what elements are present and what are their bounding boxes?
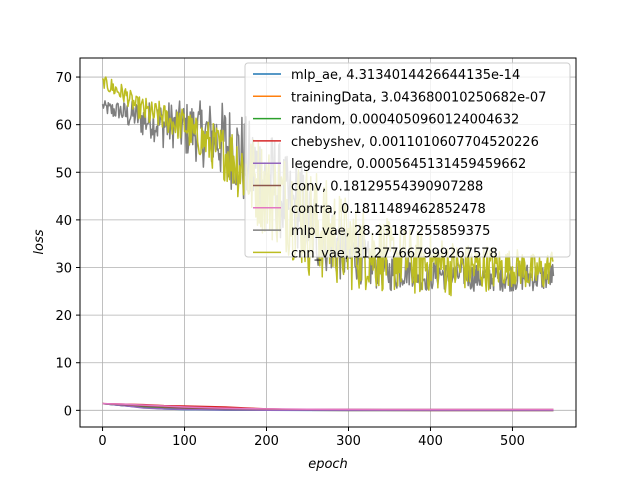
x-tick-label: 100: [172, 434, 197, 449]
y-tick-label: 20: [55, 309, 72, 324]
legend-label-cnn-vae: cnn_vae, 31.277667999267578: [291, 246, 498, 261]
y-axis-label: loss: [32, 229, 47, 254]
y-tick-label: 10: [55, 357, 72, 372]
y-tick-label: 0: [64, 404, 72, 419]
axis-ticks: 0 100 200 300 400 500 0 10 20 30 40 50 60 70: [55, 71, 524, 449]
legend-label-random: random, 0.0004050960124004632: [291, 113, 519, 128]
x-tick-label: 400: [418, 434, 443, 449]
legend-label-chebyshev: chebyshev, 0.0011010607704520226: [291, 135, 539, 150]
axes-frame: [79, 57, 577, 428]
legend-label-mlp-ae: mlp_ae, 4.3134014426644135e-14: [291, 68, 520, 83]
y-tick-label: 30: [55, 261, 72, 276]
x-tick-label: 300: [336, 434, 361, 449]
legend-label-conv: conv, 0.18129554390907288: [291, 180, 483, 195]
legend: mlp_ae, 4.3134014426644135e-14 trainingDa…: [244, 62, 571, 261]
y-tick-label: 40: [55, 214, 72, 229]
x-axis-label: epoch: [308, 457, 348, 472]
series-line-legendre: [102, 402, 554, 412]
y-tick-label: 70: [55, 71, 72, 86]
x-tick-label: 200: [254, 434, 279, 449]
x-tick-label: 0: [98, 434, 106, 449]
legend-box: [244, 62, 571, 258]
series-line-contra: [102, 402, 554, 411]
legend-label-trainingData: trainingData, 3.043680010250682e-07: [291, 90, 546, 105]
legend-label-contra: contra, 0.1811489462852478: [291, 202, 486, 217]
legend-label-legendre: legendre, 0.0005645131459459662: [291, 157, 526, 172]
legend-label-mlp-vae: mlp_vae, 28.23187255859375: [291, 224, 490, 239]
y-tick-label: 50: [55, 166, 72, 181]
y-tick-label: 60: [55, 119, 72, 134]
x-tick-label: 500: [500, 434, 525, 449]
